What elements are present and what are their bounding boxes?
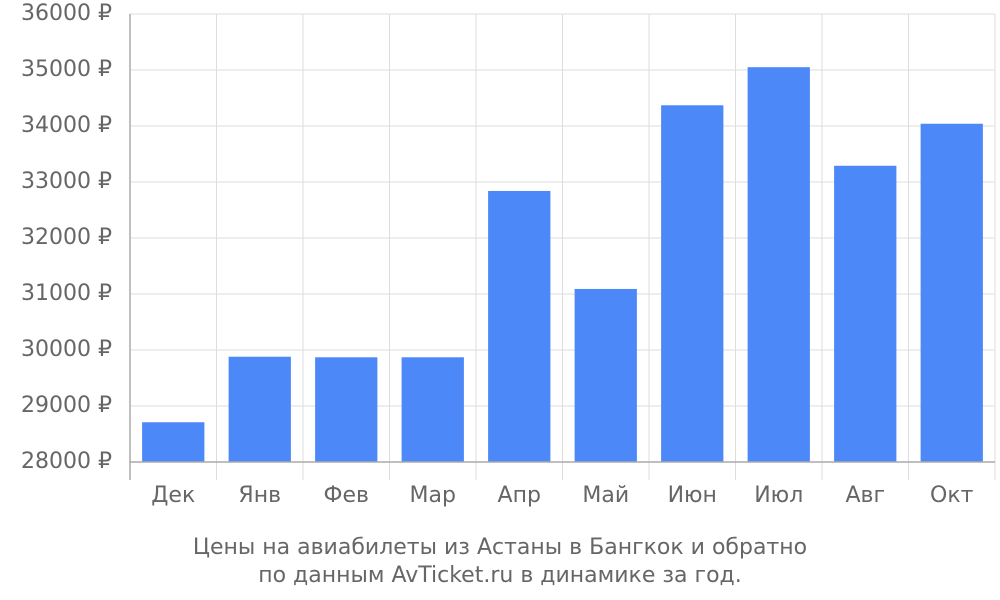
- bar: [574, 288, 637, 462]
- x-tick-label: Мар: [410, 483, 456, 508]
- bar: [834, 165, 897, 462]
- x-tick-label: Янв: [238, 483, 281, 508]
- x-tick-label: Июл: [754, 483, 803, 508]
- x-tick-label: Авг: [845, 483, 885, 508]
- bar: [401, 357, 464, 462]
- y-tick-label: 28000 ₽: [21, 449, 112, 474]
- x-tick-label: Дек: [151, 483, 195, 508]
- bar: [661, 105, 724, 462]
- x-tick-label: Апр: [498, 483, 541, 508]
- caption-line: Цены на авиабилеты из Астаны в Бангкок и…: [193, 535, 807, 560]
- y-tick-label: 31000 ₽: [21, 281, 112, 306]
- x-tick-label: Окт: [930, 483, 974, 508]
- bar: [315, 357, 378, 462]
- x-tick-label: Фев: [324, 483, 369, 508]
- y-tick-label: 32000 ₽: [21, 225, 112, 250]
- y-tick-label: 30000 ₽: [21, 337, 112, 362]
- bar: [747, 67, 810, 462]
- y-tick-label: 29000 ₽: [21, 393, 112, 418]
- x-tick-label: Май: [582, 483, 629, 508]
- x-tick-label: Июн: [668, 483, 717, 508]
- bar: [142, 422, 205, 462]
- bar: [228, 356, 291, 462]
- bar: [488, 190, 551, 462]
- y-tick-label: 33000 ₽: [21, 169, 112, 194]
- y-tick-label: 34000 ₽: [21, 113, 112, 138]
- bar: [920, 123, 983, 462]
- y-tick-label: 36000 ₽: [21, 1, 112, 26]
- caption-line: по данным AvTicket.ru в динамике за год.: [258, 563, 742, 588]
- y-tick-label: 35000 ₽: [21, 57, 112, 82]
